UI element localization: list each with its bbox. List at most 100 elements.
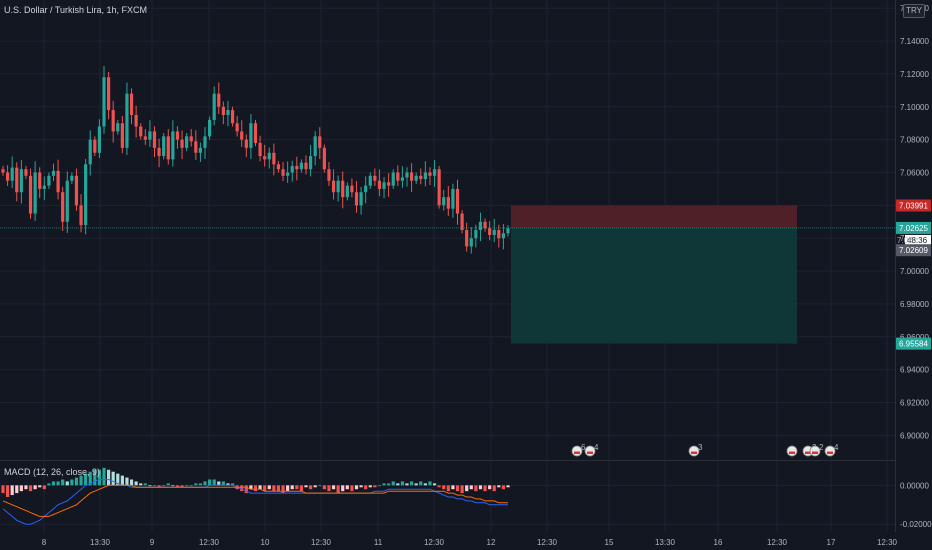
time-tick-label: 10 [261,538,270,547]
candle-bull [198,147,203,153]
candle-bull [203,136,207,148]
macd-histogram-bar [212,479,216,486]
candle-bear [240,131,244,140]
event-marker-count: 6 [581,443,586,452]
candle-bull [88,139,92,165]
candle-bull [442,197,446,206]
macd-histogram-bar [84,473,88,486]
macd-histogram-bar [469,485,473,490]
price-axis[interactable]: 7.160007.140007.120007.100007.080007.060… [900,4,932,529]
signal-line [2,484,508,517]
candle-bear [281,169,285,176]
macd-histogram-bar [377,485,382,487]
macd-histogram-bar [88,471,92,486]
macd-histogram-bar [28,485,33,492]
candle-bear [428,172,432,176]
macd-histogram-bar [474,485,478,492]
macd-histogram-bar [281,485,285,494]
macd-histogram-bar [93,469,97,486]
price-tick-label: 6.94000 [900,366,929,375]
macd-histogram-bar [38,485,42,488]
macd-histogram-bar [15,485,19,494]
macd-histogram-bar [442,485,446,490]
macd-histogram-bar [152,485,157,487]
macd-histogram-bar [336,485,340,494]
macd-histogram-bar [207,479,212,486]
candle-bull [345,185,349,198]
candle-bear [327,169,331,181]
macd-histogram-bar [451,485,455,490]
candle-bear [38,172,42,189]
macd-histogram-bar [276,485,281,492]
candle-bull [478,221,483,230]
macd-histogram-bar [180,485,184,488]
candle-bull [423,172,427,180]
candle-bull [400,177,405,181]
macd-histogram-bar [185,485,189,487]
candle-bear [263,156,267,160]
macd-histogram-bar [65,481,69,486]
macd-histogram-bar [42,485,46,490]
candle-bear [460,213,464,230]
candle-bear [373,175,377,181]
candle-bull [162,136,166,157]
candle-bear [322,147,326,170]
macd-histogram-bar [230,483,235,486]
macd-histogram-bar [400,481,405,486]
macd-histogram-bar [240,485,244,492]
candle-bear [56,170,60,193]
time-tick-label: 11 [374,538,383,547]
macd-histogram-bar [428,481,432,486]
macd-histogram-bar [61,479,65,486]
candle-bear [409,172,414,181]
candle-bear [253,123,258,143]
macd-histogram-bar [47,483,51,486]
macd-histogram-bar [217,481,221,486]
time-tick-label: 15 [605,538,614,547]
price-tick-label: 7.12000 [900,70,929,79]
entry-label: 7.02 [897,236,913,245]
candle-bull [70,175,74,181]
candle-bull [171,131,175,160]
macd-histogram-bar [56,481,60,486]
macd-histogram-bar [125,477,129,486]
candle-bear [120,123,124,148]
macd-histogram-bar [350,485,354,492]
candle-bull [65,180,69,222]
candle-bull [414,175,418,181]
candle-bear [15,167,19,193]
macd-histogram-bar [313,485,317,488]
event-marker-count: 4 [594,443,599,452]
macd-histogram-bar [198,483,203,486]
candle-bear [74,175,79,206]
macd-histogram-bar [148,485,152,487]
macd-histogram-bar [203,481,207,486]
candle-bull [308,156,313,170]
macd-histogram-bar [175,485,180,488]
time-tick-label: 12:30 [877,538,898,547]
macd-histogram-bar [423,483,427,486]
symbol-title: U.S. Dollar / Turkish Lira, 1h, FXCM [4,5,148,15]
candle-bull [226,110,230,115]
candle-bear [354,192,359,206]
candle-bull [290,165,294,173]
macd-histogram-bar [354,485,359,490]
event-markers[interactable]: 643224 [571,443,839,457]
time-axis[interactable]: 8 13:30 9 12:30 10 12:30 11 12:30 12 12:30 15 13:30… [42,538,898,547]
candle-bull [33,172,37,214]
position-zones[interactable] [511,205,797,344]
macd-histogram-bar [327,485,331,492]
event-marker-count: 3 [698,443,703,452]
currency-badge[interactable]: TRY [903,4,925,18]
macd-histogram-bar [162,485,166,487]
macd-histogram-bar [97,469,102,486]
macd-histogram-bar [501,485,506,490]
candle-bear [139,126,143,137]
price-tick-label: 6.96000 [900,333,929,342]
event-marker-flag-icon [827,451,833,454]
candle-bear [497,230,501,239]
macd-histogram-bar [221,481,225,486]
candle-bull [148,131,152,140]
candle-bear [483,221,487,229]
